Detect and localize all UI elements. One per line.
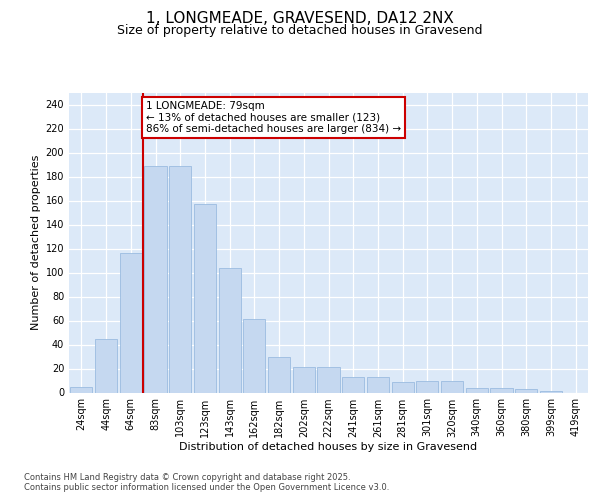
Bar xyxy=(515,389,538,392)
Bar xyxy=(293,368,315,392)
Bar xyxy=(392,382,414,392)
Bar xyxy=(416,380,439,392)
Bar xyxy=(145,166,167,392)
Bar xyxy=(169,166,191,392)
Text: 1, LONGMEADE, GRAVESEND, DA12 2NX: 1, LONGMEADE, GRAVESEND, DA12 2NX xyxy=(146,11,454,26)
Text: Contains HM Land Registry data © Crown copyright and database right 2025.
Contai: Contains HM Land Registry data © Crown c… xyxy=(24,472,389,492)
Bar xyxy=(194,204,216,392)
Text: 1 LONGMEADE: 79sqm
← 13% of detached houses are smaller (123)
86% of semi-detach: 1 LONGMEADE: 79sqm ← 13% of detached hou… xyxy=(146,101,401,134)
Text: Size of property relative to detached houses in Gravesend: Size of property relative to detached ho… xyxy=(117,24,483,37)
Bar xyxy=(70,386,92,392)
Y-axis label: Number of detached properties: Number of detached properties xyxy=(31,155,41,330)
Bar xyxy=(490,388,512,392)
X-axis label: Distribution of detached houses by size in Gravesend: Distribution of detached houses by size … xyxy=(179,442,478,452)
Bar xyxy=(441,380,463,392)
Bar xyxy=(342,377,364,392)
Bar xyxy=(466,388,488,392)
Bar xyxy=(95,338,117,392)
Bar xyxy=(243,320,265,392)
Bar xyxy=(119,254,142,392)
Bar xyxy=(268,356,290,392)
Bar xyxy=(317,368,340,392)
Bar xyxy=(367,377,389,392)
Bar xyxy=(218,268,241,392)
